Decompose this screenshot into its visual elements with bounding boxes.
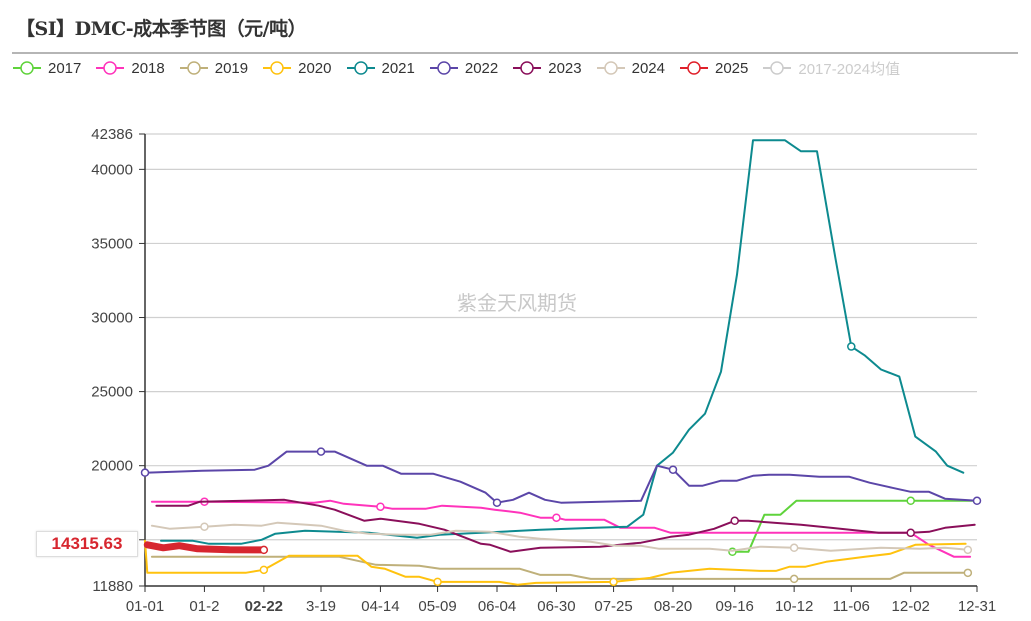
line-2018 [150, 499, 972, 558]
legend-item-2025[interactable]: 2025 [679, 60, 748, 77]
y-tick-label: 42386 [91, 126, 133, 143]
point-marker-2024[interactable] [963, 545, 973, 555]
line-2022 [144, 450, 978, 504]
point-marker-2022[interactable] [668, 465, 678, 474]
point-marker-2022[interactable] [492, 498, 502, 507]
y-tick-label: 30000 [91, 310, 133, 327]
legend-label: 2018 [131, 59, 165, 77]
legend-item-2023[interactable]: 2023 [512, 59, 582, 77]
x-tick-label: 09-16 [716, 598, 754, 615]
series-2023 [155, 498, 976, 553]
legend-item-2019[interactable]: 2019 [179, 60, 248, 77]
legend-line-circle-icon [179, 61, 208, 75]
legend-line-circle-icon [13, 61, 41, 75]
legend-item-2020[interactable]: 2020 [262, 59, 332, 77]
series-2024 [150, 521, 973, 555]
point-marker-2024[interactable] [200, 522, 209, 531]
legend-item-2021[interactable]: 2021 [346, 60, 415, 77]
legend-label: 2021 [381, 59, 415, 77]
point-marker-2022[interactable] [972, 496, 982, 506]
legend-item-2017-2024均值[interactable]: 2017-2024均值 [762, 58, 900, 79]
point-marker-2018[interactable] [552, 513, 561, 522]
grid-lines [145, 133, 977, 541]
x-tick-label: 07-25 [594, 598, 632, 615]
line-2025 [143, 541, 268, 554]
legend-label: 2022 [464, 59, 499, 77]
legend-item-2017[interactable]: 2017 [12, 60, 81, 77]
legend-line-circle-icon [513, 61, 542, 75]
x-tick-label: 08-20 [654, 598, 692, 615]
series-2022 [140, 447, 982, 507]
current-value-label: 14315.63 [36, 531, 138, 557]
legend-item-2022[interactable]: 2022 [429, 60, 498, 77]
chart-title: 【SI】DMC-成本季节图（元/吨） [16, 18, 307, 40]
series-2020 [144, 539, 967, 587]
legend-label: 2023 [548, 59, 582, 77]
point-marker-2023[interactable] [906, 528, 915, 538]
x-tick-label: 10-12 [775, 598, 813, 615]
legend-item-2018[interactable]: 2018 [95, 59, 165, 77]
point-marker-2025[interactable] [259, 545, 269, 555]
point-marker-2023[interactable] [730, 516, 739, 526]
x-tick-label: 3-19 [306, 598, 336, 615]
series-2018 [150, 497, 972, 558]
point-marker-2024[interactable] [789, 543, 799, 553]
watermark: 紫金天风期货 [457, 292, 577, 315]
x-tick-label: 05-09 [418, 598, 456, 615]
y-tick-label: 35000 [91, 235, 133, 252]
legend-label: 2017 [48, 59, 82, 77]
series-2021 [160, 139, 965, 545]
line-2020 [144, 539, 967, 586]
legend-label: 2024 [631, 59, 665, 77]
point-marker-2020[interactable] [259, 565, 269, 575]
y-tick-label: 40000 [91, 161, 133, 178]
legend-item-2024[interactable]: 2024 [596, 60, 665, 77]
y-tick-label: 25000 [91, 384, 133, 401]
point-marker-2019[interactable] [963, 568, 973, 578]
y-tick-label: 20000 [91, 458, 133, 475]
line-2021 [160, 139, 965, 545]
point-marker-2022[interactable] [140, 468, 150, 477]
point-marker-2020[interactable] [609, 577, 618, 587]
legend-line-circle-icon [763, 61, 792, 75]
x-tick-label: 12-31 [958, 598, 996, 615]
line-2023 [155, 498, 976, 553]
legend-label: 2020 [298, 59, 332, 77]
legend-line-circle-icon [96, 61, 125, 75]
legend-label: 2017-2024均值 [798, 60, 901, 78]
x-tick-label: 01-01 [126, 598, 164, 615]
x-tick-label: 04-14 [361, 598, 399, 615]
point-marker-2017[interactable] [906, 496, 915, 506]
legend-label: 2025 [715, 59, 749, 77]
legend-line-circle-icon [429, 61, 458, 75]
legend-line-circle-icon [263, 61, 292, 75]
x-tick-label: 11-06 [833, 598, 870, 615]
y-axis: 11880 20000 25000 30000 35000 40000 42386 [91, 126, 146, 595]
series-2019 [150, 555, 973, 584]
x-tick-label-current: 02-22 [245, 598, 283, 615]
x-tick-label: 01-2 [189, 598, 219, 615]
x-tick-label: 12-02 [892, 598, 930, 615]
series-2025 [143, 541, 269, 555]
point-marker-2017[interactable] [728, 547, 737, 557]
x-axis: 01-01 01-2 02-22 3-19 04-14 05-09 06-04 06-30 07… [126, 585, 996, 615]
legend-line-circle-icon [596, 61, 625, 75]
legend-line-circle-icon [346, 61, 375, 75]
x-tick-label: 06-30 [537, 598, 575, 615]
point-marker-2018[interactable] [376, 502, 385, 511]
line-2019 [150, 555, 969, 580]
y-tick-label: 11880 [92, 578, 133, 595]
x-tick-label: 06-04 [478, 598, 516, 615]
legend-line-circle-icon [680, 61, 708, 75]
series-lines [140, 139, 982, 587]
point-marker-2021[interactable] [847, 342, 856, 351]
point-marker-2022[interactable] [316, 447, 326, 456]
point-marker-2019[interactable] [789, 574, 799, 584]
legend-label: 2019 [214, 59, 249, 77]
point-marker-2020[interactable] [433, 577, 442, 587]
line-2024 [150, 521, 969, 552]
legend: 2017 2018 2019 2020 2021 2022 2023 2024 2025 2017… [12, 57, 914, 79]
title-divider [12, 52, 1018, 54]
